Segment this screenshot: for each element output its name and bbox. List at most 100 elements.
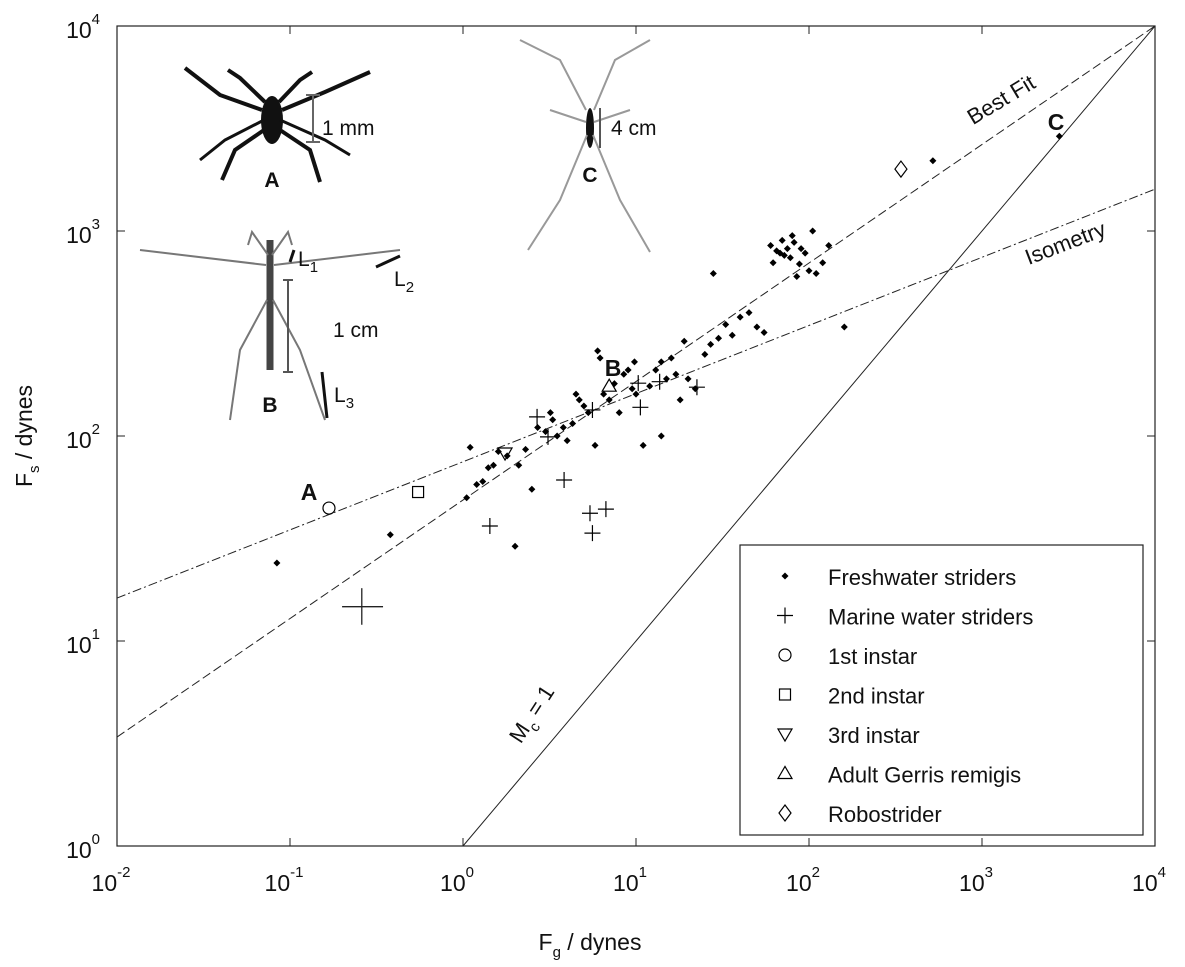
annotation: C [1048, 109, 1065, 135]
x-tick-label: 10-1 [265, 864, 304, 896]
point [534, 424, 542, 432]
point [753, 323, 761, 331]
point [540, 428, 557, 445]
point [563, 437, 571, 445]
point [463, 494, 471, 502]
point [736, 313, 744, 321]
point [929, 157, 937, 165]
legend-label: Marine water striders [828, 605, 1033, 630]
tick-exp: 1 [92, 626, 100, 643]
legend-label: 1st instar [828, 644, 917, 669]
point [646, 382, 654, 390]
legend-symbol [778, 804, 792, 822]
legend-symbol [776, 765, 794, 780]
point [760, 328, 768, 336]
point [553, 432, 561, 440]
point [701, 350, 709, 358]
point [489, 461, 497, 469]
point [795, 260, 803, 268]
x-tick-label: 10-2 [92, 864, 131, 896]
y-tick-label: 103 [66, 216, 100, 248]
tick-base: 10 [66, 632, 92, 658]
inset-b-letter: B [262, 394, 277, 417]
inset-a [183, 66, 371, 183]
point [767, 241, 775, 249]
point [652, 366, 660, 374]
point [676, 396, 684, 404]
tick-exp: 1 [639, 864, 647, 881]
point [819, 259, 827, 267]
point [584, 525, 601, 542]
point [667, 354, 675, 362]
point [569, 420, 577, 428]
tick-base: 10 [613, 870, 639, 896]
point [594, 347, 602, 355]
point [528, 485, 536, 493]
point [559, 424, 567, 432]
point [728, 331, 736, 339]
point [584, 401, 601, 418]
point [411, 485, 425, 499]
x-tick-label: 100 [440, 864, 474, 896]
legend-label: Robostrider [828, 802, 942, 827]
point [511, 542, 519, 550]
legend-symbol [781, 572, 789, 580]
point [597, 501, 614, 518]
point [615, 409, 623, 417]
x-tick-label: 103 [959, 864, 993, 896]
annotation: B [605, 355, 622, 381]
point [273, 559, 281, 567]
tick-base: 10 [265, 870, 291, 896]
legend-symbol [777, 607, 793, 624]
point [688, 379, 705, 396]
legend-symbol [778, 688, 792, 701]
inset-c [519, 39, 651, 253]
point [479, 477, 487, 485]
point [840, 323, 848, 331]
y-tick-label: 102 [66, 421, 100, 453]
tick-base: 10 [440, 870, 466, 896]
point [651, 373, 668, 390]
point [632, 390, 640, 398]
point [575, 396, 583, 404]
x-axis-label-sub: g [553, 944, 561, 961]
point [722, 320, 730, 328]
inset-b [139, 229, 401, 421]
legend-label: 2nd instar [828, 684, 925, 709]
point [620, 370, 628, 378]
x-axis-label-main: F [539, 929, 553, 955]
point [605, 396, 613, 404]
x-tick-label: 102 [786, 864, 820, 896]
point [584, 409, 592, 417]
point [515, 461, 523, 469]
point [769, 259, 777, 267]
point [601, 377, 618, 392]
tick-exp: 2 [92, 421, 100, 438]
inset-a-letter: A [264, 169, 279, 192]
legend-label: 3rd instar [828, 723, 920, 748]
point [788, 232, 796, 240]
annotation: A [301, 479, 318, 505]
point [797, 245, 805, 253]
point [684, 375, 692, 383]
y-tick-label: 104 [66, 11, 100, 43]
point [786, 254, 794, 262]
point [657, 432, 665, 440]
point [542, 428, 550, 436]
point [591, 441, 599, 449]
tick-exp: 0 [466, 864, 474, 881]
point [549, 416, 557, 424]
point [632, 399, 649, 416]
point [790, 238, 798, 246]
tick-base: 10 [92, 870, 118, 896]
tick-exp: 3 [92, 216, 100, 233]
point [812, 270, 820, 278]
point [780, 251, 788, 259]
point [778, 236, 786, 244]
point [522, 445, 530, 453]
x-axis-label-rest: / dynes [561, 929, 642, 955]
line-label-rest: = 1 [518, 681, 559, 726]
point [466, 443, 474, 451]
point [672, 370, 680, 378]
